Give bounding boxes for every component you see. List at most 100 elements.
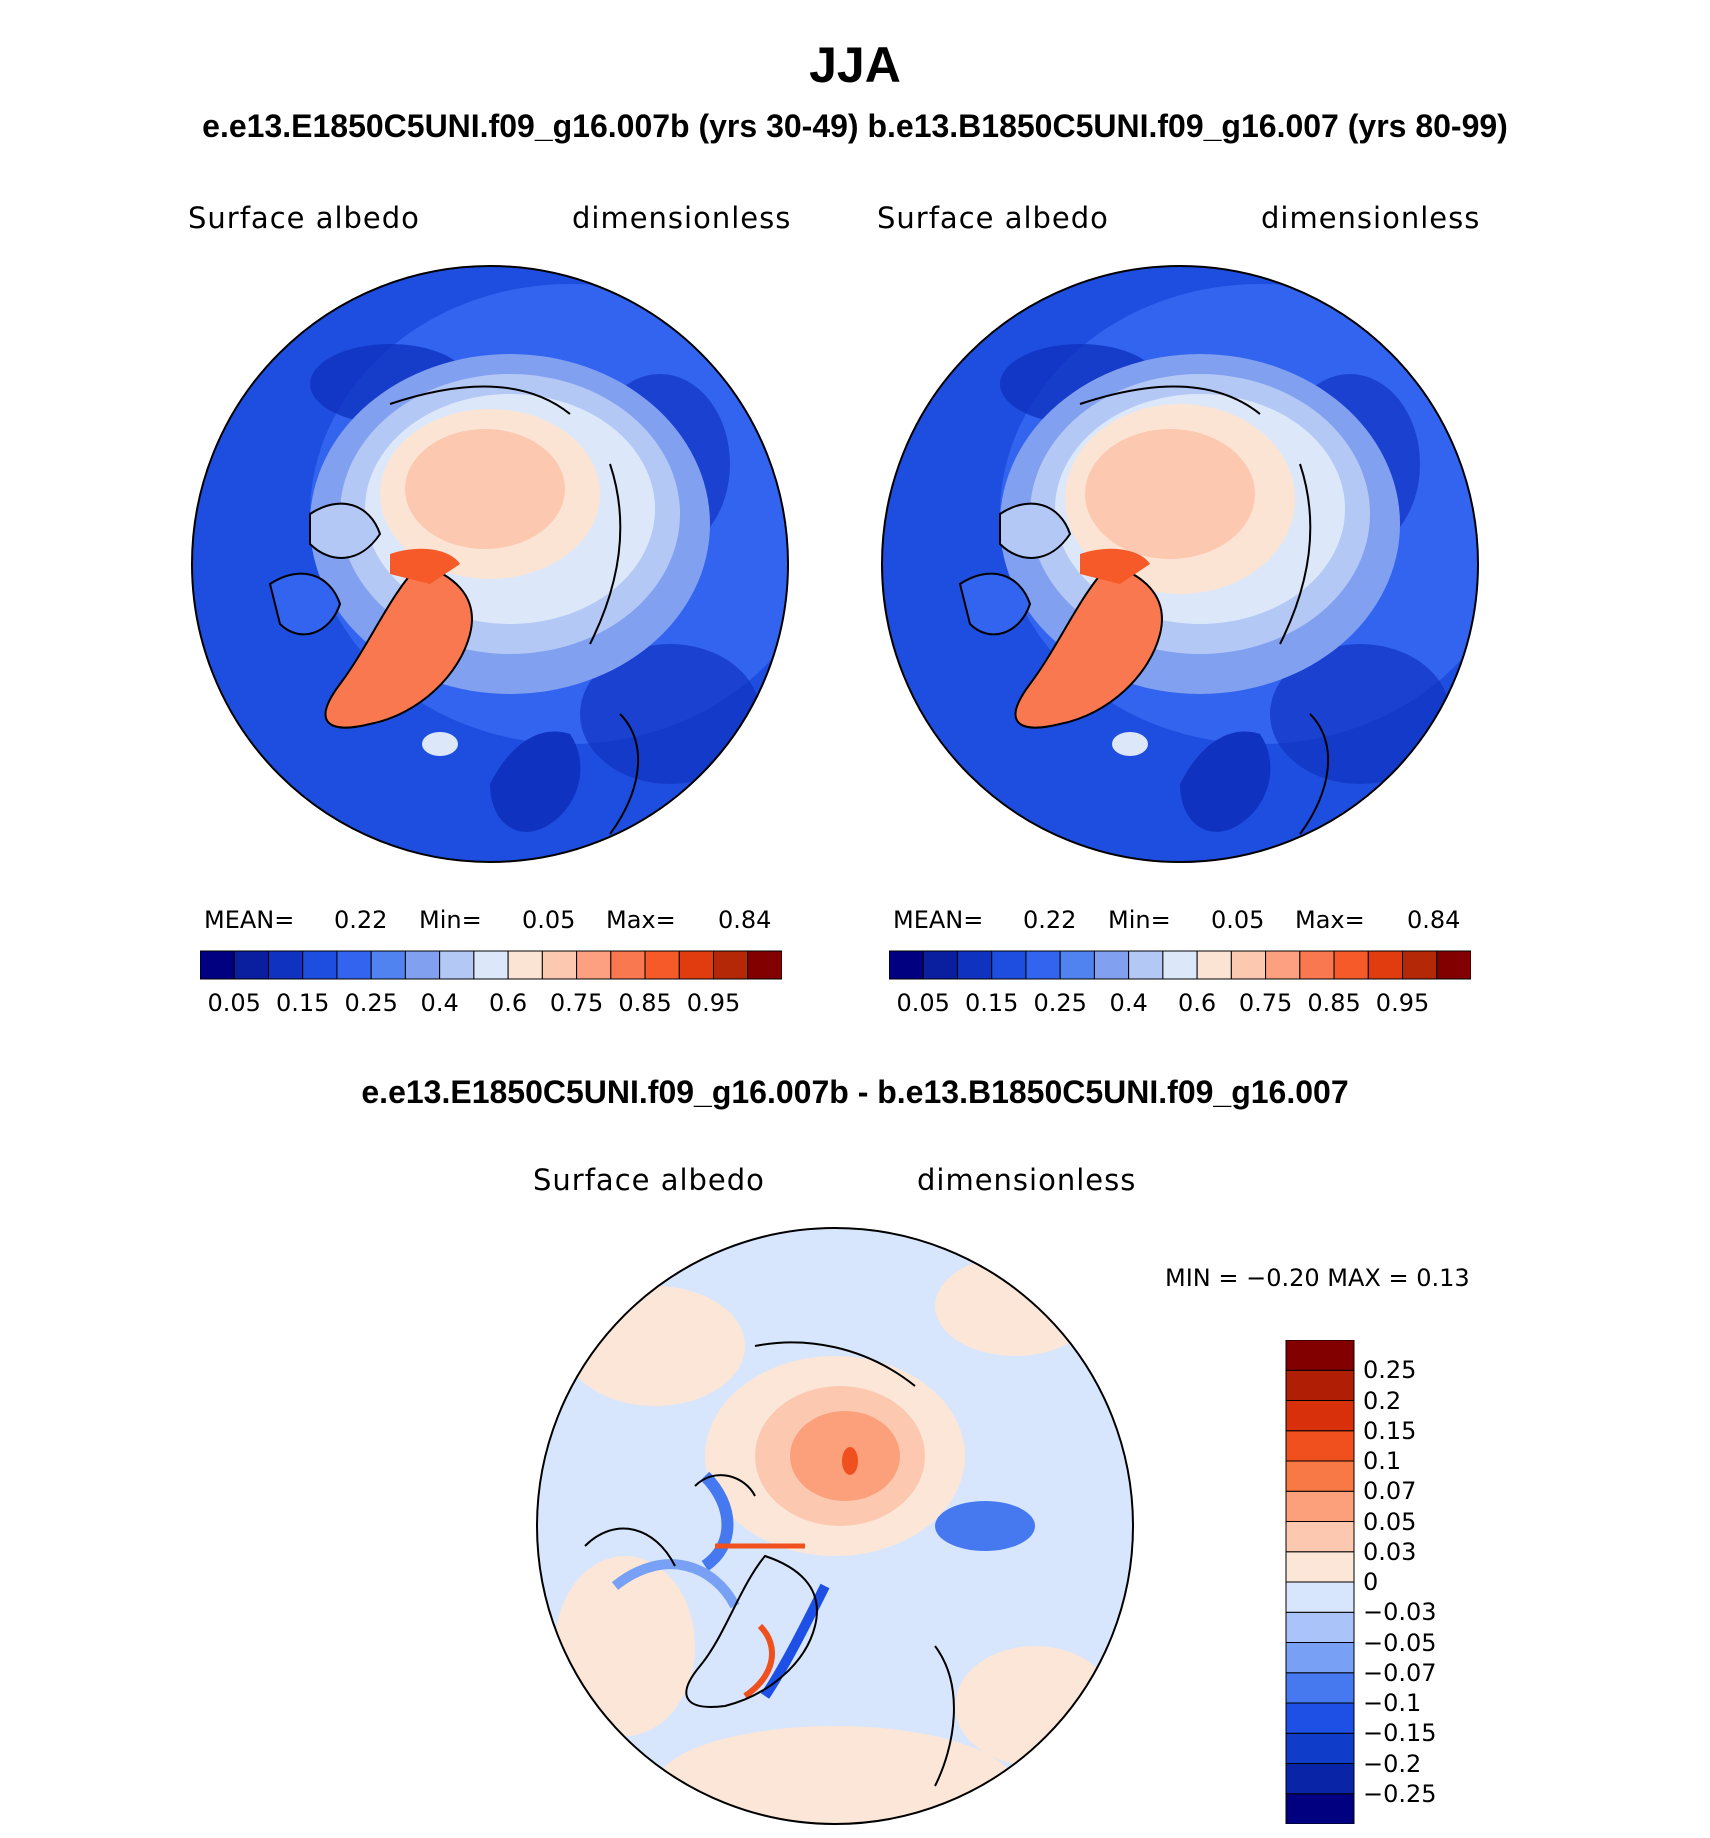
colorbar-abs-2-tick-label: 0.6 (1178, 989, 1217, 1017)
colorbar-abs-2-tick-label: 0.25 (1033, 989, 1087, 1017)
subtitle-difference: e.e13.E1850C5UNI.f09_g16.007b - b.e13.B1… (361, 1074, 1349, 1110)
colorbar-abs-1 (200, 950, 782, 980)
colorbar-abs-2-swatch (1059, 950, 1095, 980)
colorbar-diff-swatch (1285, 1521, 1355, 1553)
colorbar-diff-tick-label: −0.07 (1363, 1658, 1437, 1687)
colorbar-diff-swatch (1285, 1430, 1355, 1462)
colorbar-abs-2-swatch (1162, 950, 1198, 980)
colorbar-diff-swatch (1285, 1732, 1355, 1764)
colorbar-abs-2-swatch (1299, 950, 1335, 980)
colorbar-abs-2-swatch (922, 950, 958, 980)
panel1-max-label: Max= (606, 906, 676, 934)
colorbar-abs-2-swatch (1230, 950, 1267, 980)
colorbar-abs-1-swatch (370, 950, 406, 980)
panel2-units-label: dimensionless (1261, 201, 1481, 235)
colorbar-abs-1-tick-label: 0.05 (207, 989, 261, 1017)
colorbar-abs-1-swatch (610, 950, 646, 980)
albedo-map-1 (191, 265, 789, 863)
colorbar-abs-1-tick-label: 0.6 (489, 989, 528, 1017)
colorbar-abs-1-swatch (439, 950, 475, 980)
colorbar-abs-1-swatch (678, 950, 715, 980)
colorbar-abs-1-swatch (233, 950, 269, 980)
panel1-min-value: 0.05 (522, 906, 576, 934)
colorbar-abs-2-swatch (1025, 950, 1061, 980)
colorbar-diff-swatch (1285, 1581, 1355, 1613)
panel2-mean-label: MEAN= (893, 906, 984, 934)
colorbar-abs-2-swatch (1128, 950, 1164, 980)
colorbar-diff-tick-label: 0.2 (1363, 1386, 1402, 1415)
colorbar-abs-2 (889, 950, 1471, 980)
panel2-variable-label: Surface albedo (877, 201, 1109, 235)
colorbar-abs-1-tick-label: 0.4 (420, 989, 459, 1017)
colorbar-abs-1-swatch (404, 950, 441, 980)
colorbar-diff-tick-label: 0.25 (1363, 1356, 1417, 1385)
panel2-max-label: Max= (1295, 906, 1365, 934)
colorbar-diff-tick-label: 0.05 (1363, 1507, 1417, 1536)
albedo-map-2 (881, 265, 1479, 863)
colorbar-abs-1-tick-label: 0.15 (275, 989, 330, 1017)
colorbar-diff-swatch (1285, 1551, 1355, 1583)
colorbar-diff-tick-label: 0.07 (1363, 1477, 1417, 1506)
colorbar-abs-1-swatch (576, 950, 612, 980)
colorbar-diff-swatch (1285, 1642, 1355, 1674)
colorbar-abs-2-tick-label: 0.95 (1375, 989, 1430, 1017)
colorbar-abs-2-swatch (1436, 950, 1471, 980)
colorbar-diff-swatch (1285, 1490, 1355, 1522)
colorbar-diff-swatch (1285, 1340, 1355, 1371)
colorbar-abs-1-swatch (747, 950, 782, 980)
page-title: JJA (809, 37, 901, 93)
colorbar-diff-tick-label: −0.15 (1363, 1719, 1437, 1748)
panel1-mean-label: MEAN= (204, 906, 295, 934)
colorbar-abs-1-swatch (200, 950, 235, 980)
panel1-max-value: 0.84 (718, 906, 772, 934)
colorbar-diff (1285, 1340, 1355, 1824)
colorbar-diff-tick-label: −0.1 (1363, 1689, 1422, 1717)
colorbar-abs-1-swatch (473, 950, 509, 980)
colorbar-diff-tick-label: −0.25 (1363, 1779, 1437, 1808)
colorbar-abs-2-swatch (1402, 950, 1438, 980)
colorbar-diff-swatch (1285, 1672, 1355, 1704)
diff-variable-label: Surface albedo (533, 1163, 765, 1197)
colorbar-abs-2-swatch (1196, 950, 1232, 980)
colorbar-diff-tick-label: 0.15 (1363, 1416, 1417, 1445)
colorbar-abs-2-swatch (1265, 950, 1301, 980)
panel2-min-value: 0.05 (1211, 906, 1265, 934)
colorbar-abs-1-swatch (267, 950, 304, 980)
colorbar-abs-1-tick-label: 0.75 (549, 989, 604, 1017)
colorbar-diff-swatch (1285, 1611, 1355, 1643)
panel1-mean-value: 0.22 (334, 906, 388, 934)
colorbar-abs-2-tick-label: 0.85 (1307, 989, 1361, 1017)
diff-minmax-text: MIN = −0.20 MAX = 0.13 (1165, 1264, 1470, 1292)
panel2-mean-value: 0.22 (1023, 906, 1077, 934)
colorbar-diff-swatch (1285, 1460, 1355, 1492)
panel2-min-label: Min= (1108, 906, 1171, 934)
panel1-variable-label: Surface albedo (188, 201, 420, 235)
colorbar-abs-1-swatch (507, 950, 543, 980)
colorbar-diff-swatch (1285, 1793, 1355, 1824)
colorbar-abs-2-swatch (1093, 950, 1130, 980)
colorbar-abs-2-swatch (889, 950, 924, 980)
colorbar-diff-swatch (1285, 1763, 1355, 1795)
panel1-units-label: dimensionless (572, 201, 792, 235)
colorbar-abs-2-swatch (991, 950, 1027, 980)
diff-units-label: dimensionless (917, 1163, 1137, 1197)
colorbar-abs-1-swatch (541, 950, 578, 980)
colorbar-diff-swatch (1285, 1369, 1355, 1401)
colorbar-diff-tick-label: −0.03 (1363, 1598, 1437, 1627)
colorbar-diff-tick-label: −0.05 (1363, 1628, 1437, 1657)
colorbar-diff-swatch (1285, 1400, 1355, 1432)
colorbar-abs-2-tick-label: 0.05 (896, 989, 950, 1017)
colorbar-abs-2-tick-label: 0.15 (964, 989, 1019, 1017)
colorbar-diff-tick-label: 0 (1363, 1568, 1379, 1596)
panel1-min-label: Min= (419, 906, 482, 934)
colorbar-abs-1-tick-label: 0.85 (618, 989, 672, 1017)
colorbar-diff-tick-label: −0.2 (1363, 1749, 1422, 1778)
albedo-difference-map (536, 1227, 1134, 1825)
subtitle-experiments: e.e13.E1850C5UNI.f09_g16.007b (yrs 30-49… (202, 108, 1508, 144)
colorbar-abs-1-swatch (336, 950, 372, 980)
colorbar-abs-1-swatch (713, 950, 749, 980)
colorbar-abs-2-swatch (1333, 950, 1369, 980)
colorbar-diff-tick-label: 0.03 (1363, 1537, 1417, 1566)
colorbar-abs-1-swatch (644, 950, 680, 980)
colorbar-abs-1-tick-label: 0.25 (344, 989, 398, 1017)
